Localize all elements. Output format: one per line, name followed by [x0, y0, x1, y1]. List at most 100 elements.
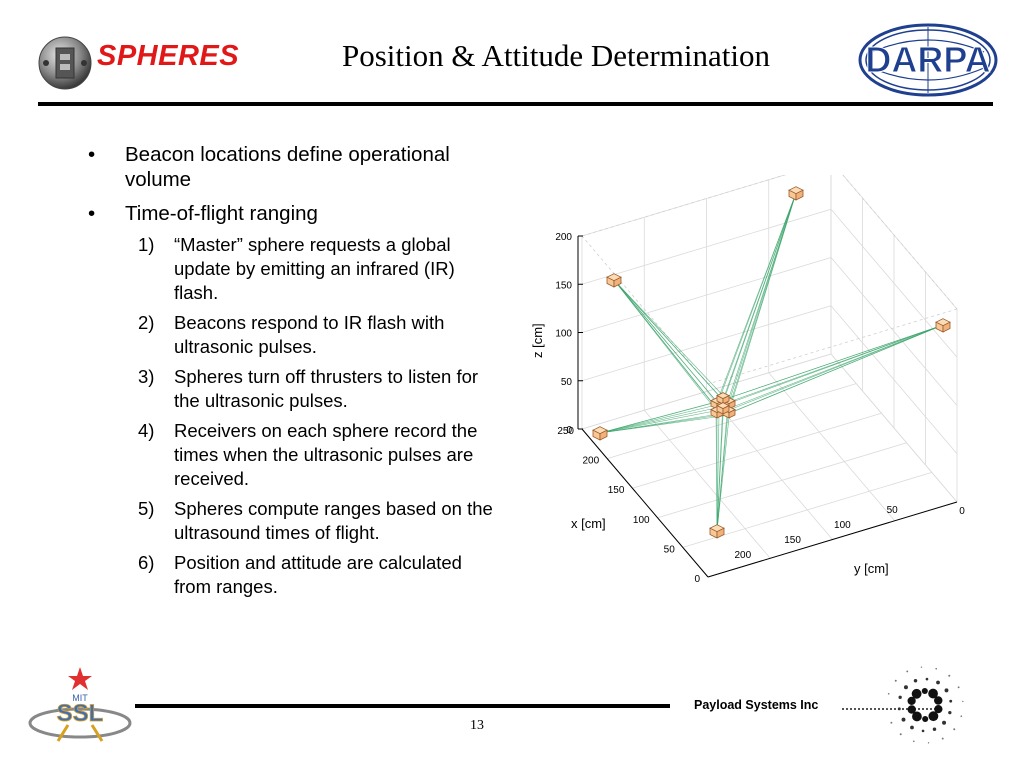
beacon-cube: [606, 273, 622, 288]
range-ray: [599, 399, 724, 434]
logo-dot: [927, 742, 930, 744]
step-item: 2) Beacons respond to IR flash with ultr…: [88, 311, 498, 359]
logo-dot: [921, 687, 928, 695]
step-text: Beacons respond to IR flash with ultraso…: [174, 312, 445, 357]
range-ray: [716, 415, 724, 532]
y-axis-line: [707, 501, 958, 578]
beacon-cube: [709, 524, 725, 539]
logo-dot: [925, 677, 929, 681]
box-edge: [707, 308, 958, 385]
step-text: “Master” sphere requests a global update…: [174, 234, 455, 303]
logo-dot: [962, 700, 964, 703]
range-ray: [722, 324, 944, 417]
logo-dot: [912, 740, 915, 743]
logo-dot: [934, 696, 943, 705]
logo-dot: [894, 679, 897, 682]
y-tick-label: 50: [887, 505, 899, 516]
spheres-logo: [36, 34, 94, 92]
mit-text: MIT: [72, 693, 88, 703]
sphere-cube: [716, 402, 730, 415]
bullet-item: • Time-of-flight ranging: [88, 201, 498, 226]
step-text: Spheres turn off thrusters to listen for…: [174, 366, 479, 411]
logo-dot: [906, 670, 909, 673]
logo-dot: [935, 667, 938, 670]
plot-rays: [599, 192, 944, 532]
logo-dot: [897, 707, 901, 711]
x-axis-label: x [cm]: [571, 516, 606, 531]
darpa-logo-text: DARPA: [865, 39, 990, 80]
logo-dot: [907, 705, 916, 714]
range-ray: [599, 407, 717, 434]
beacon-cube: [935, 318, 951, 333]
logo-dot: [920, 666, 923, 668]
z-tick-label: 0: [566, 425, 572, 436]
logo-dot: [922, 715, 929, 723]
range-ray: [722, 192, 797, 417]
box-edge: [581, 175, 786, 237]
logo-dot: [942, 720, 947, 725]
range-ray: [718, 192, 797, 415]
range-ray: [715, 192, 797, 409]
logo-dot: [941, 737, 944, 740]
x-tick-label: 0: [694, 574, 700, 585]
range-ray: [718, 324, 944, 415]
logo-dot: [928, 688, 938, 699]
step-text: Receivers on each sphere record the time…: [174, 420, 478, 489]
logo-dot: [936, 680, 940, 685]
logo-dot: [898, 695, 902, 699]
logo-dot: [887, 692, 890, 695]
logo-dot: [921, 729, 925, 733]
step-item: 5) Spheres compute ranges based on the u…: [88, 497, 498, 545]
range-ray: [716, 407, 731, 532]
logo-dot: [886, 707, 888, 710]
x-tick-label: 50: [664, 544, 676, 555]
logo-dot: [912, 711, 922, 722]
logo-dot: [957, 686, 960, 689]
logo-dot: [901, 717, 906, 722]
logo-dot: [910, 725, 914, 730]
x-tick-label: 200: [583, 456, 600, 467]
y-axis-label: y [cm]: [854, 561, 889, 576]
x-tick-label: 150: [608, 485, 625, 496]
range-ray: [716, 413, 728, 532]
x-axis-line: [581, 428, 709, 578]
logo-dot: [960, 715, 963, 718]
company-name: Payload Systems Inc: [694, 698, 819, 712]
grid-line: [768, 372, 896, 522]
z-tick-label: 100: [555, 329, 572, 340]
logo-dot: [953, 728, 956, 731]
bullet-text: Time-of-flight ranging: [125, 202, 318, 225]
logo-dot: [934, 705, 943, 714]
y-tick-label: 100: [834, 520, 851, 531]
logo-dot: [890, 721, 893, 724]
range-ray: [613, 279, 720, 415]
header-rule: [38, 102, 993, 106]
range-ray: [613, 279, 724, 417]
plot-cubes: [592, 186, 951, 539]
psi-dot-logo: [880, 660, 970, 750]
footer-rule: [135, 704, 670, 708]
logo-dot: [899, 733, 902, 736]
step-item: 6) Position and attitude are calculated …: [88, 551, 498, 599]
plot-grid: [577, 175, 958, 578]
logo-dot: [948, 674, 951, 677]
logo-dot: [911, 688, 922, 699]
mit-ssl-logo: MIT SSL: [28, 665, 136, 745]
x-tick-label: 250: [557, 426, 574, 437]
logo-dot: [932, 727, 937, 731]
range-ray: [613, 279, 730, 403]
range-ray: [599, 401, 730, 434]
range-ray: [715, 407, 718, 532]
z-tick-label: 150: [555, 280, 572, 291]
grid-line: [643, 409, 771, 559]
step-text: Spheres compute ranges based on the ultr…: [174, 498, 493, 543]
logo-dot: [907, 696, 916, 705]
range-ray: [599, 415, 724, 434]
x-tick-label: 100: [633, 515, 650, 526]
ssl-text: SSL: [57, 700, 104, 727]
y-tick-label: 0: [959, 506, 965, 517]
step-item: 4) Receivers on each sphere record the t…: [88, 419, 498, 491]
range-ray: [722, 324, 944, 401]
range-ray: [716, 413, 720, 532]
